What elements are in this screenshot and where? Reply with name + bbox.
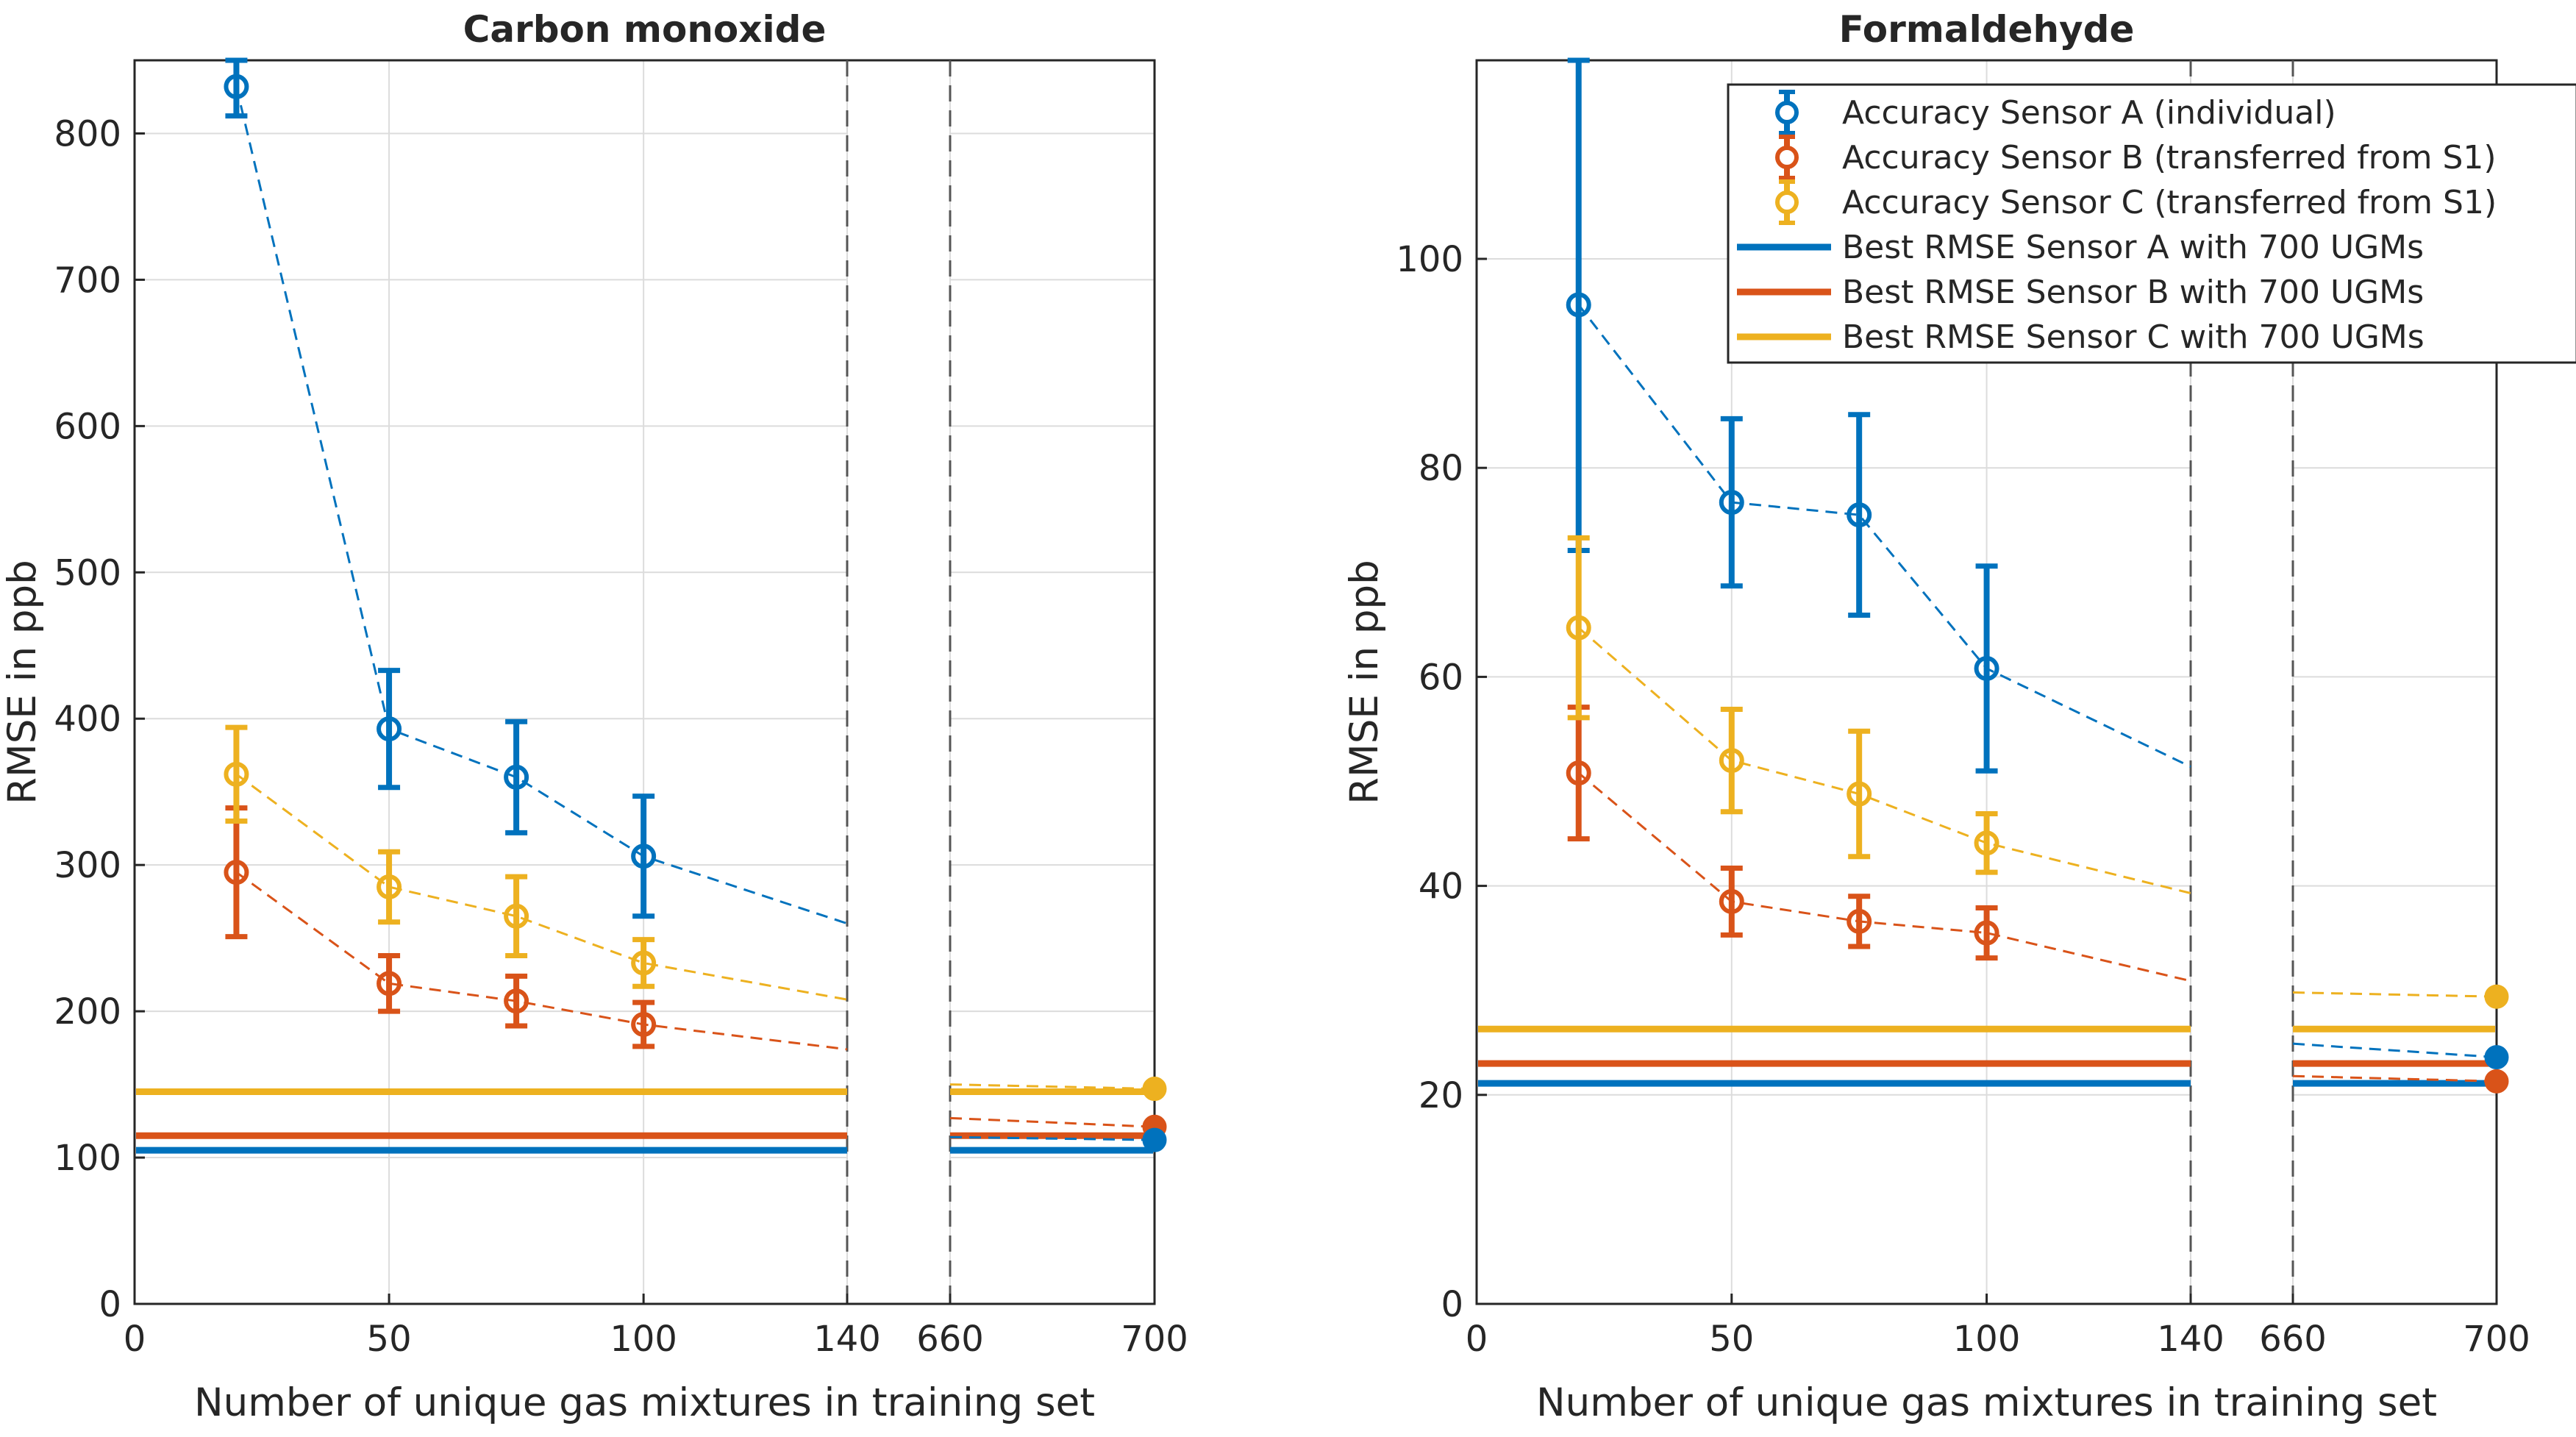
axis-break-gap [849,62,949,1302]
x-tick-label: 660 [916,1319,984,1360]
legend-entry-6-label: Best RMSE Sensor C with 700 UGMs [1842,318,2425,356]
y-tick-label: 700 [54,260,121,301]
y-tick-label: 600 [54,406,121,447]
data-point-sensor-c [504,903,529,929]
y-tick-label: 60 [1419,657,1463,698]
legend-frame [1727,83,2576,364]
final-point-sensor-c [1142,1077,1167,1102]
y-tick-label: 100 [54,1138,121,1179]
trend-line-sensor-a [235,86,848,925]
x-tick-label: 100 [1953,1319,2021,1360]
trend-line-sensor-b [235,871,848,1051]
y-axis-label: RMSE in ppb [1342,560,1387,805]
y-tick-label: 400 [54,699,121,740]
data-point-sensor-c [1719,748,1744,774]
panel-carbon-monoxide: 0 50 100 140 660 700 0 100 200 300 400 500 600 700 800… [0,8,1188,1425]
y-tick-label: 0 [99,1284,121,1325]
final-point-sensor-c [2484,984,2509,1009]
legend-entry-3-marker [1775,190,1799,214]
data-point-sensor-b [1566,760,1591,786]
data-point-sensor-b [1719,888,1744,914]
final-point-sensor-a [2484,1045,2509,1070]
trend-line-sensor-c [235,773,848,1001]
final-point-sensor-a [1142,1127,1167,1152]
y-tick-label: 500 [54,552,121,593]
legend: Accuracy Sensor A (individual) Accuracy S… [1727,83,2576,364]
data-point-sensor-c [1974,830,1999,856]
data-point-sensor-b [1974,920,1999,946]
data-point-sensor-c [1566,615,1591,641]
trend-line-sensor-a [1577,304,2191,768]
y-tick-label: 800 [54,113,121,154]
legend-entry-3-label: Accuracy Sensor C (transferred from S1) [1842,184,2497,221]
tail-trend-line-sensor-a [949,1135,1155,1141]
data-point-sensor-c [224,761,249,787]
data-point-sensor-b [631,1012,657,1038]
data-point-sensor-a [504,764,529,790]
tail-trend-line-sensor-a [2292,1042,2497,1059]
trend-line-sensor-c [1577,627,2191,895]
y-tick-label: 300 [54,845,121,886]
tail-trend-line-sensor-b [2292,1074,2497,1083]
data-point-sensor-a [631,844,657,869]
x-tick-label: 50 [367,1319,412,1360]
y-tick-label: 20 [1419,1075,1463,1116]
x-tick-label: 700 [2463,1319,2530,1360]
data-point-sensor-b [504,988,529,1014]
x-axis-label: Number of unique gas mixtures in trainin… [194,1380,1095,1425]
x-tick-label: 50 [1709,1319,1754,1360]
tail-trend-line-sensor-c [2292,991,2497,998]
panel-formaldehyde: 0 50 100 140 660 700 0 20 40 60 80 100 Formaldehyde N… [1342,8,2576,1425]
x-tick-label: 140 [813,1319,881,1360]
legend-entry-4-label: Best RMSE Sensor A with 700 UGMs [1842,229,2424,266]
x-tick-label: 100 [610,1319,677,1360]
trend-line-sensor-b [1577,771,2191,983]
data-point-sensor-a [224,74,249,99]
final-point-sensor-b [2484,1069,2509,1094]
data-point-sensor-a [1974,656,1999,682]
y-tick-label: 100 [1396,239,1463,280]
x-tick-label: 140 [2157,1319,2224,1360]
tail-trend-line-sensor-c [949,1083,1155,1091]
data-point-sensor-b [1847,908,1872,934]
chart-title: Carbon monoxide [463,8,827,51]
legend-entry-1-marker [1775,101,1799,124]
data-point-sensor-c [377,874,402,900]
x-tick-label: 660 [2259,1319,2327,1360]
legend-entry-5-label: Best RMSE Sensor B with 700 UGMs [1842,274,2424,311]
x-tick-label: 0 [124,1319,146,1360]
axes-frame [133,59,1156,1305]
data-point-sensor-c [631,950,657,976]
data-point-sensor-c [1847,781,1872,807]
x-axis-label: Number of unique gas mixtures in trainin… [1536,1380,2437,1425]
legend-entry-2-label: Accuracy Sensor B (transferred from S1) [1842,139,2497,176]
y-axis-label: RMSE in ppb [0,560,45,805]
x-tick-label: 0 [1466,1319,1488,1360]
data-point-sensor-b [377,971,402,996]
x-tick-label: 700 [1121,1319,1188,1360]
tail-trend-line-sensor-b [949,1116,1155,1128]
legend-entry-1-label: Accuracy Sensor A (individual) [1842,94,2336,132]
data-point-sensor-a [1847,502,1872,528]
y-tick-label: 200 [54,991,121,1033]
chart-title: Formaldehyde [1839,8,2135,51]
data-point-sensor-a [377,716,402,742]
data-point-sensor-a [1566,292,1591,318]
y-tick-label: 80 [1419,448,1463,489]
data-point-sensor-b [224,860,249,885]
data-point-sensor-a [1719,490,1744,516]
y-tick-label: 40 [1419,866,1463,908]
legend-entry-2-marker [1775,146,1799,169]
y-tick-label: 0 [1441,1284,1463,1325]
